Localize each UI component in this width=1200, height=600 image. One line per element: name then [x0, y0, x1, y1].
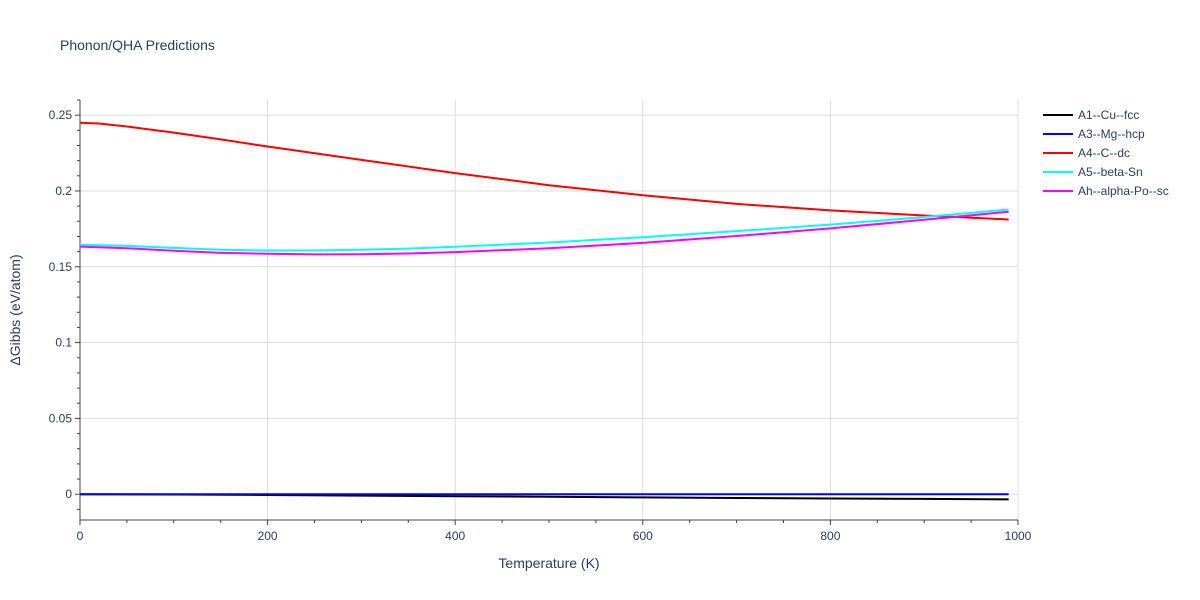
y-tick-label: 0.25 [49, 108, 73, 122]
y-axis-title: ΔGibbs (eV/atom) [7, 254, 23, 365]
x-tick-label: 600 [633, 529, 653, 543]
series-layer [79, 121, 1009, 501]
x-tick-label: 400 [445, 529, 465, 543]
legend-label: A3--Mg--hcp [1078, 127, 1145, 141]
legend-label: A1--Cu--fcc [1078, 108, 1139, 122]
legend-label: Ah--alpha-Po--sc [1078, 184, 1169, 198]
x-axis-title: Temperature (K) [498, 555, 599, 571]
x-tick-label: 800 [820, 529, 840, 543]
x-tick-label: 0 [77, 529, 84, 543]
chart-title: Phonon/QHA Predictions [60, 37, 215, 53]
y-tick-label: 0.1 [55, 336, 72, 350]
legend-label: A4--C--dc [1078, 146, 1130, 160]
ticks: 0 200 400 600 800 1000 0 0.05 0.1 0.15 0.2 0.25 [49, 108, 1032, 543]
y-tick-label: 0.05 [49, 411, 73, 425]
x-tick-label: 1000 [1005, 529, 1032, 543]
series-line [79, 210, 1009, 256]
y-tick-label: 0 [65, 487, 72, 501]
legend: A1--Cu--fcc A3--Mg--hcp A4--C--dc A5--beta-… [1043, 108, 1169, 198]
y-tick-label: 0.15 [49, 260, 73, 274]
y-tick-label: 0.2 [55, 184, 72, 198]
axes [75, 99, 1019, 525]
x-tick-label: 200 [258, 529, 278, 543]
series-line [79, 121, 1009, 221]
legend-label: A5--beta-Sn [1078, 165, 1143, 179]
series-line [79, 208, 1009, 252]
